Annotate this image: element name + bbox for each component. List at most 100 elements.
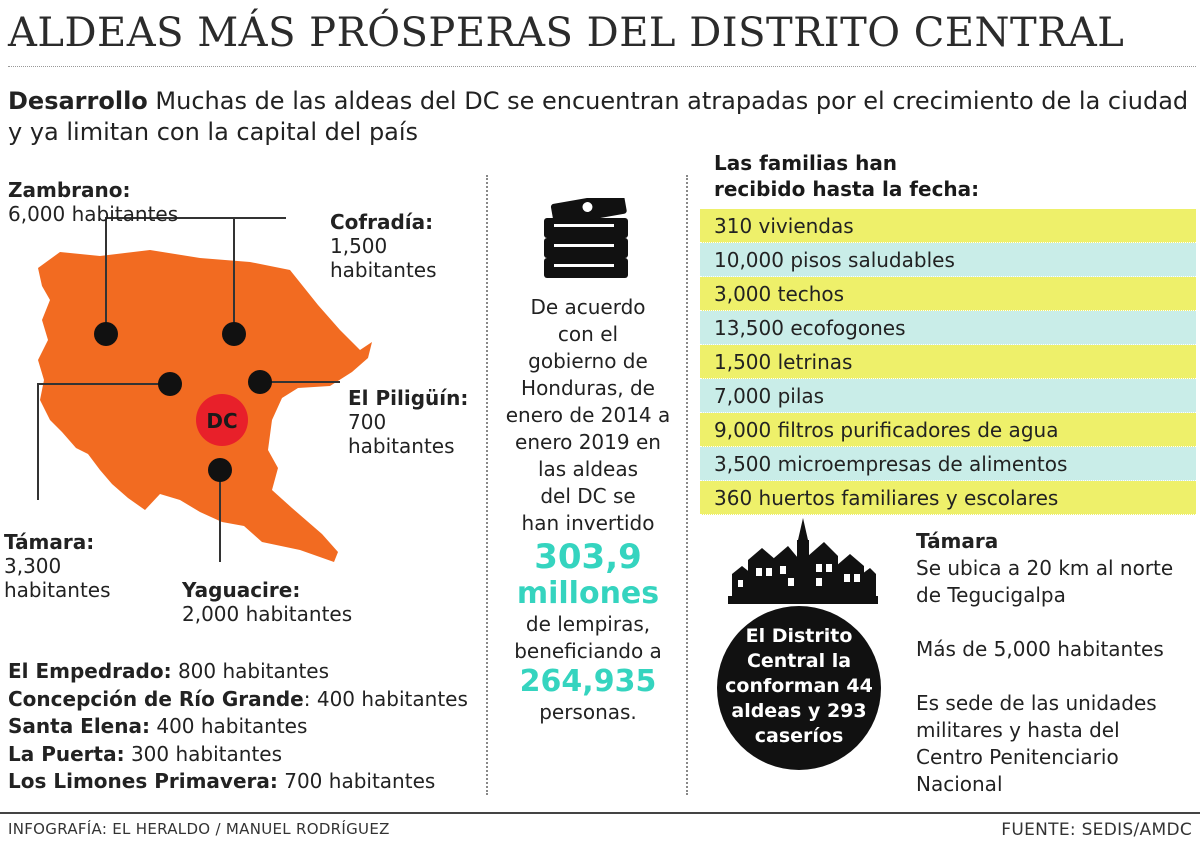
beneficiaries-count: 264,935 xyxy=(519,664,657,699)
benefit-item: 3,000 techos xyxy=(700,277,1196,311)
benefits-list: 310 viviendas 10,000 pisos saludables 3,… xyxy=(700,209,1196,515)
families-heading-line: Las familias han xyxy=(714,151,898,175)
marker-piliguin xyxy=(248,370,272,394)
list-item: El Empedrado: 800 habitantes xyxy=(8,658,468,686)
list-item-pop: 700 habitantes xyxy=(277,769,436,793)
column-divider-left xyxy=(486,175,488,795)
list-item: La Puerta: 300 habitantes xyxy=(8,741,468,769)
page-title: ALDEAS MÁS PRÓSPERAS DEL DISTRITO CENTRA… xyxy=(8,10,1125,56)
other-villages-list: El Empedrado: 800 habitantes Concepción … xyxy=(8,658,468,796)
tamara-line: Nacional xyxy=(916,772,1003,796)
circle-line: conforman 44 xyxy=(725,675,873,697)
benefit-item: 13,500 ecofogones xyxy=(700,311,1196,345)
benefit-item: 10,000 pisos saludables xyxy=(700,243,1196,277)
village-pop: 2,000 habitantes xyxy=(182,602,353,626)
village-pop: 1,500 xyxy=(330,234,388,258)
tamara-title: Támara xyxy=(916,529,999,553)
dc-label: DC xyxy=(206,409,237,433)
investment-line: han invertido xyxy=(521,511,655,535)
title-divider xyxy=(8,66,1196,67)
district-map: DC xyxy=(37,217,372,562)
village-name: Cofradía: xyxy=(330,210,434,234)
benefit-item: 9,000 filtros purificadores de agua xyxy=(700,413,1196,447)
marker-tamara xyxy=(158,372,182,396)
list-item: Santa Elena: 400 habitantes xyxy=(8,713,468,741)
investment-amount: 303,9 xyxy=(534,537,642,577)
intro-text: Desarrollo Muchas de las aldeas del DC s… xyxy=(8,86,1193,148)
marker-yaguacire xyxy=(208,458,232,482)
town-skyline-icon xyxy=(728,518,878,604)
investment-line: Honduras, de xyxy=(521,376,655,400)
intro-lead: Desarrollo xyxy=(8,87,148,115)
dc-center xyxy=(196,394,248,446)
list-item-pop: 800 habitantes xyxy=(171,659,330,683)
tamara-line: de Tegucigalpa xyxy=(916,583,1066,607)
intro-body: Muchas de las aldeas del DC se encuentra… xyxy=(8,87,1189,146)
leader-tamara xyxy=(37,383,170,500)
investment-line: de lempiras, xyxy=(525,612,651,636)
investment-line: gobierno de xyxy=(528,349,648,373)
village-pop: 3,300 xyxy=(4,554,62,578)
credit-text: INFOGRAFÍA: EL HERALDO / MANUEL RODRÍGUE… xyxy=(8,820,390,838)
list-item-pop: 300 habitantes xyxy=(124,741,283,766)
list-item-name: El Empedrado: xyxy=(8,659,172,683)
tamara-line: Centro Penitenciario xyxy=(916,745,1119,769)
list-item-pop: 400 habitantes xyxy=(149,714,308,738)
list-item: Concepción de Río Grande: 400 habitantes xyxy=(8,686,468,714)
column-divider-right xyxy=(686,175,688,795)
circle-line: aldeas y 293 xyxy=(731,700,867,722)
benefit-item: 310 viviendas xyxy=(700,209,1196,243)
list-item: Los Limones Primavera: 700 habitantes xyxy=(8,768,468,796)
village-pop-unit: habitantes xyxy=(4,578,111,602)
investment-line: personas. xyxy=(539,700,637,724)
village-name: Yaguacire: xyxy=(182,578,301,602)
benefit-item: 3,500 microempresas de alimentos xyxy=(700,447,1196,481)
district-summary-circle: El Distrito Central la conforman 44 alde… xyxy=(717,606,881,770)
village-name: El Piligüín: xyxy=(348,386,469,410)
benefit-item: 1,500 letrinas xyxy=(700,345,1196,379)
tamara-info: Támara Se ubica a 20 km al norte de Tegu… xyxy=(916,528,1173,798)
benefit-item: 7,000 pilas xyxy=(700,379,1196,413)
village-pop: 700 xyxy=(348,410,387,434)
investment-line: del DC se xyxy=(540,484,636,508)
village-pop: 6,000 habitantes xyxy=(8,202,179,226)
tamara-line: Más de 5,000 habitantes xyxy=(916,637,1164,661)
marker-cofradia xyxy=(222,322,246,346)
list-item-pop: : 400 habitantes xyxy=(303,686,468,711)
investment-line: enero 2019 en xyxy=(515,430,661,454)
circle-line: El Distrito xyxy=(745,625,853,647)
tamara-line: militares y hasta del xyxy=(916,718,1120,742)
tamara-line: Es sede de las unidades xyxy=(916,691,1157,715)
circle-line: caseríos xyxy=(754,725,844,747)
investment-line: enero de 2014 a xyxy=(505,403,671,427)
benefit-item: 360 huertos familiares y escolares xyxy=(700,481,1196,515)
investment-line: con el xyxy=(557,322,619,346)
investment-text: De acuerdo con el gobierno de Honduras, … xyxy=(498,294,678,726)
village-name: Zambrano: xyxy=(8,178,131,202)
list-item-name: Los Limones Primavera: xyxy=(8,769,278,793)
village-tamara: Támara: 3,300 habitantes xyxy=(4,530,111,602)
families-heading-line: recibido hasta la fecha: xyxy=(714,177,980,201)
village-name: Támara: xyxy=(4,530,95,554)
list-item-name: Concepción de Río Grande xyxy=(8,686,304,711)
list-item-name: La Puerta: xyxy=(8,741,125,766)
village-yaguacire: Yaguacire: 2,000 habitantes xyxy=(182,578,352,626)
tamara-line: Se ubica a 20 km al norte xyxy=(916,556,1174,580)
marker-zambrano xyxy=(94,322,118,346)
families-heading: Las familias han recibido hasta la fecha… xyxy=(714,150,979,202)
source-text: FUENTE: SEDIS/AMDC xyxy=(1001,820,1192,840)
village-cofradia: Cofradía: 1,500 habitantes xyxy=(330,210,437,282)
footer-divider xyxy=(0,812,1200,814)
village-piliguin: El Piligüín: 700 habitantes xyxy=(348,386,468,458)
circle-line: Central la xyxy=(746,650,852,672)
money-stack-icon xyxy=(544,198,628,278)
investment-amount-unit: millones xyxy=(516,576,660,611)
list-item-name: Santa Elena: xyxy=(8,714,150,738)
leader-zambrano xyxy=(105,217,286,332)
village-pop-unit: habitantes xyxy=(330,258,437,282)
investment-line: beneficiando a xyxy=(514,639,662,663)
investment-line: De acuerdo xyxy=(530,295,646,319)
village-zambrano: Zambrano: 6,000 habitantes xyxy=(8,178,178,226)
investment-line: las aldeas xyxy=(537,457,639,481)
village-pop-unit: habitantes xyxy=(348,434,455,458)
